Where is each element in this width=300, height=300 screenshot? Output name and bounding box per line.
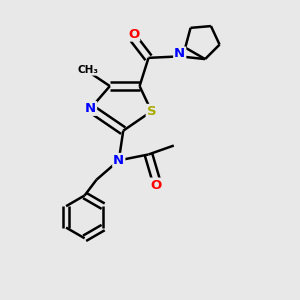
Text: O: O xyxy=(128,28,139,40)
Text: S: S xyxy=(147,105,156,118)
Text: N: N xyxy=(174,47,185,61)
Text: N: N xyxy=(113,154,124,167)
Text: CH₃: CH₃ xyxy=(77,65,98,75)
Text: O: O xyxy=(150,178,162,192)
Text: N: N xyxy=(85,102,96,115)
